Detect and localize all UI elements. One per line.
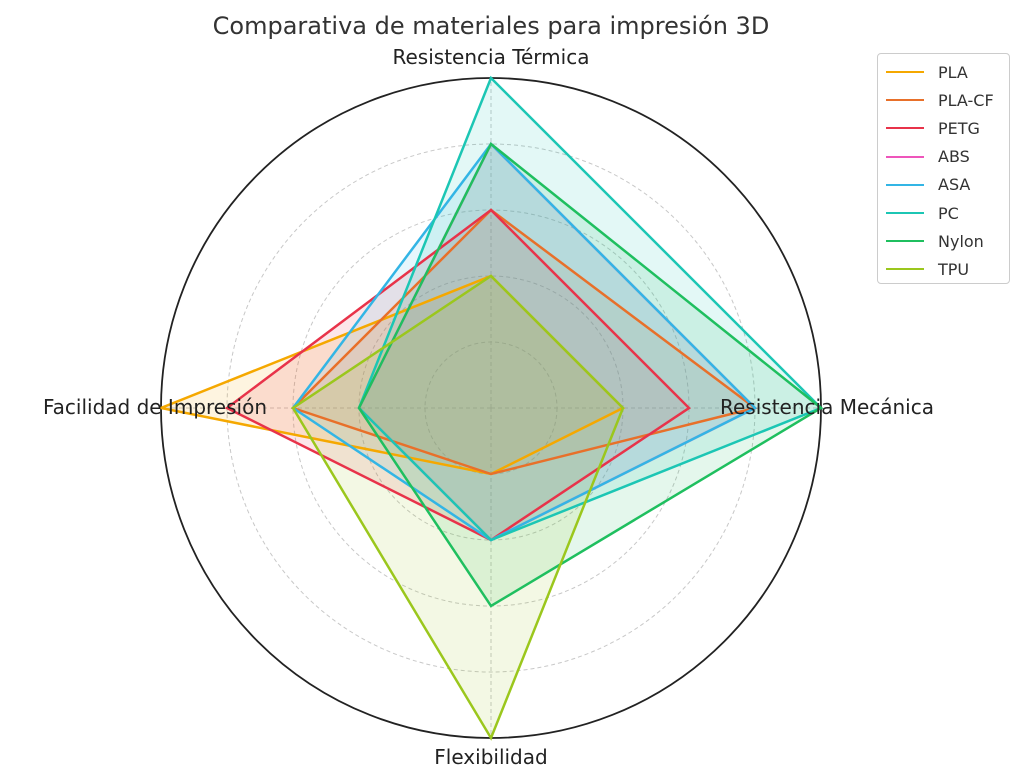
legend-swatch [886, 268, 924, 271]
axis-label-flexibility: Flexibilidad [434, 745, 547, 769]
series-line-nylon [357, 142, 824, 608]
legend-item-asa: ASA [878, 171, 1009, 199]
legend-item-nylon: Nylon [878, 227, 1009, 255]
series-line-pc [357, 75, 824, 542]
legend-swatch [886, 155, 924, 158]
series-area-pla [161, 276, 623, 474]
legend-label: Nylon [938, 231, 984, 251]
legend-item-pla-cf: PLA-CF [878, 86, 1009, 114]
legend-swatch [886, 99, 924, 102]
legend-swatch [886, 240, 924, 243]
radar-series [156, 75, 824, 741]
legend-label: PETG [938, 118, 980, 138]
legend-label: TPU [938, 259, 970, 279]
legend-swatch [886, 183, 924, 186]
legend-item-abs: ABS [878, 143, 1009, 171]
legend-item-pc: PC [878, 199, 1009, 227]
series-area-pla-cf [293, 210, 755, 474]
legend-label: PC [938, 203, 959, 223]
series-line-pla-cf [290, 208, 758, 476]
legend-label: PLA-CF [938, 90, 994, 110]
axis-label-mechanical: Resistencia Mecánica [720, 395, 934, 419]
chart-legend: PLA PLA-CF PETG ABS ASA PC Nylon TPU [877, 53, 1010, 284]
legend-item-petg: PETG [878, 114, 1009, 142]
legend-swatch [886, 127, 924, 130]
legend-label: ABS [938, 147, 970, 167]
axis-labels: Resistencia Térmica Resistencia Mecánica… [43, 45, 934, 769]
legend-swatch [886, 212, 924, 215]
series-line-tpu [291, 274, 625, 741]
axis-label-thermal: Resistencia Térmica [393, 45, 590, 69]
legend-label: PLA [938, 62, 968, 82]
axis-label-printability: Facilidad de Impresión [43, 395, 267, 419]
legend-item-tpu: TPU [878, 255, 1009, 283]
chart-title: Comparativa de materiales para impresión… [213, 12, 770, 40]
legend-label: ASA [938, 175, 971, 195]
legend-item-pla: PLA [878, 58, 1009, 86]
legend-swatch [886, 71, 924, 74]
